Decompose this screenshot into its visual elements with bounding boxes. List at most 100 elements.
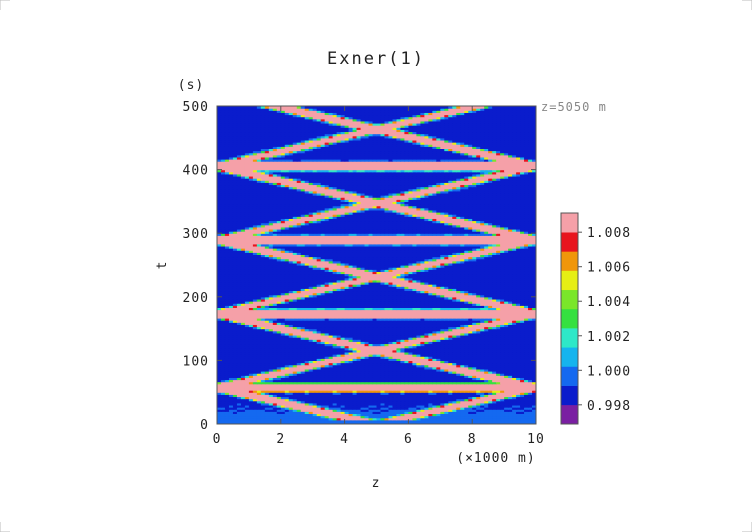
heatmap-cell bbox=[432, 381, 437, 385]
heatmap-cell bbox=[236, 402, 242, 406]
heatmap-cell bbox=[256, 400, 262, 404]
heatmap-cell bbox=[528, 381, 533, 385]
heatmap-cell bbox=[412, 411, 417, 414]
heatmap-cell bbox=[396, 387, 402, 391]
heatmap-cell bbox=[392, 394, 398, 398]
heatmap-cell bbox=[236, 407, 242, 410]
heatmap-cell bbox=[464, 419, 469, 423]
heatmap-cell bbox=[424, 398, 429, 402]
heatmap-cell bbox=[264, 407, 270, 410]
heatmap-cell bbox=[232, 381, 238, 385]
heatmap-cell bbox=[240, 375, 246, 378]
heatmap-cell bbox=[416, 377, 421, 381]
heatmap-cell bbox=[372, 407, 378, 410]
heatmap-cell bbox=[452, 385, 457, 389]
heatmap-cell bbox=[388, 396, 394, 400]
heatmap-cell bbox=[388, 415, 394, 419]
heatmap-cell bbox=[420, 392, 425, 395]
heatmap-cell bbox=[312, 383, 318, 387]
heatmap-cell bbox=[464, 400, 469, 404]
heatmap-cell bbox=[272, 377, 278, 381]
heatmap-cell bbox=[244, 396, 250, 400]
heatmap-cell bbox=[348, 419, 354, 423]
heatmap-cell bbox=[332, 390, 338, 393]
heatmap-cell bbox=[356, 390, 362, 393]
heatmap-cell bbox=[444, 377, 449, 381]
heatmap-cell bbox=[220, 400, 226, 404]
heatmap-cell bbox=[344, 419, 350, 423]
heatmap-cell bbox=[248, 375, 254, 378]
heatmap-cell bbox=[236, 383, 242, 387]
heatmap-cell bbox=[412, 421, 417, 424]
heatmap-cell bbox=[328, 417, 334, 421]
heatmap-cell bbox=[264, 394, 270, 398]
heatmap-cell bbox=[404, 385, 409, 389]
heatmap-cell bbox=[324, 402, 330, 406]
heatmap-cell bbox=[240, 411, 246, 414]
heatmap-cell bbox=[252, 392, 258, 395]
heatmap-cell bbox=[320, 396, 326, 400]
heatmap-cell bbox=[296, 411, 302, 414]
heatmap-cell bbox=[252, 377, 258, 381]
heatmap-cell bbox=[316, 379, 322, 383]
heatmap-cell bbox=[264, 411, 270, 414]
heatmap-cell bbox=[328, 413, 334, 417]
heatmap-cell bbox=[228, 383, 234, 387]
heatmap-cell bbox=[328, 392, 334, 395]
heatmap-cell bbox=[292, 392, 298, 395]
heatmap-cell bbox=[272, 383, 278, 387]
heatmap-cell bbox=[312, 387, 318, 391]
heatmap-cell bbox=[284, 415, 290, 419]
heatmap-cell bbox=[436, 398, 441, 402]
heatmap-cell bbox=[408, 413, 413, 417]
heatmap-cell bbox=[476, 415, 481, 419]
heatmap-cell bbox=[228, 413, 234, 417]
heatmap-cell bbox=[280, 415, 286, 419]
heatmap-cell bbox=[320, 377, 326, 381]
heatmap-cell bbox=[372, 417, 378, 421]
heatmap-cell bbox=[240, 419, 246, 423]
heatmap-cell bbox=[452, 377, 457, 381]
heatmap-cell bbox=[480, 402, 485, 406]
heatmap-cell bbox=[412, 396, 417, 400]
heatmap-cell bbox=[296, 394, 302, 398]
heatmap-cell bbox=[460, 402, 465, 406]
heatmap-cell bbox=[384, 407, 390, 410]
heatmap-cell bbox=[444, 379, 449, 383]
heatmap-cell bbox=[448, 415, 453, 419]
heatmap-cell bbox=[220, 409, 226, 412]
heatmap-cell bbox=[440, 381, 445, 385]
heatmap-cell bbox=[388, 421, 394, 424]
heatmap-cell bbox=[217, 394, 222, 398]
heatmap-cell bbox=[408, 398, 413, 402]
heatmap-cell bbox=[416, 398, 421, 402]
heatmap-cell bbox=[412, 394, 417, 398]
heatmap-cell bbox=[248, 383, 254, 387]
heatmap-cell bbox=[300, 381, 306, 385]
heatmap-cell bbox=[408, 417, 413, 421]
heatmap-cell bbox=[504, 398, 509, 402]
heatmap-cell bbox=[292, 394, 298, 398]
heatmap-cell bbox=[288, 409, 294, 412]
heatmap-cell bbox=[472, 404, 477, 408]
heatmap-cell bbox=[268, 396, 274, 400]
heatmap-cell bbox=[412, 392, 417, 395]
heatmap-cell bbox=[348, 379, 354, 383]
heatmap-cell bbox=[244, 415, 250, 419]
heatmap-cell bbox=[328, 421, 334, 424]
heatmap-cell bbox=[248, 415, 254, 419]
heatmap-cell bbox=[372, 385, 378, 389]
heatmap-cell bbox=[496, 413, 501, 417]
heatmap-cell bbox=[448, 381, 453, 385]
heatmap-cell bbox=[364, 409, 370, 412]
heatmap-cell bbox=[384, 402, 390, 406]
heatmap-cell bbox=[424, 392, 429, 395]
heatmap-cell bbox=[496, 419, 501, 423]
heatmap-cell bbox=[380, 392, 386, 395]
heatmap-cell bbox=[260, 379, 266, 383]
heatmap-cell bbox=[324, 385, 330, 389]
heatmap-cell bbox=[296, 398, 302, 402]
heatmap-cell bbox=[332, 383, 338, 387]
heatmap-cell bbox=[436, 394, 441, 398]
heatmap-cell bbox=[332, 421, 338, 424]
